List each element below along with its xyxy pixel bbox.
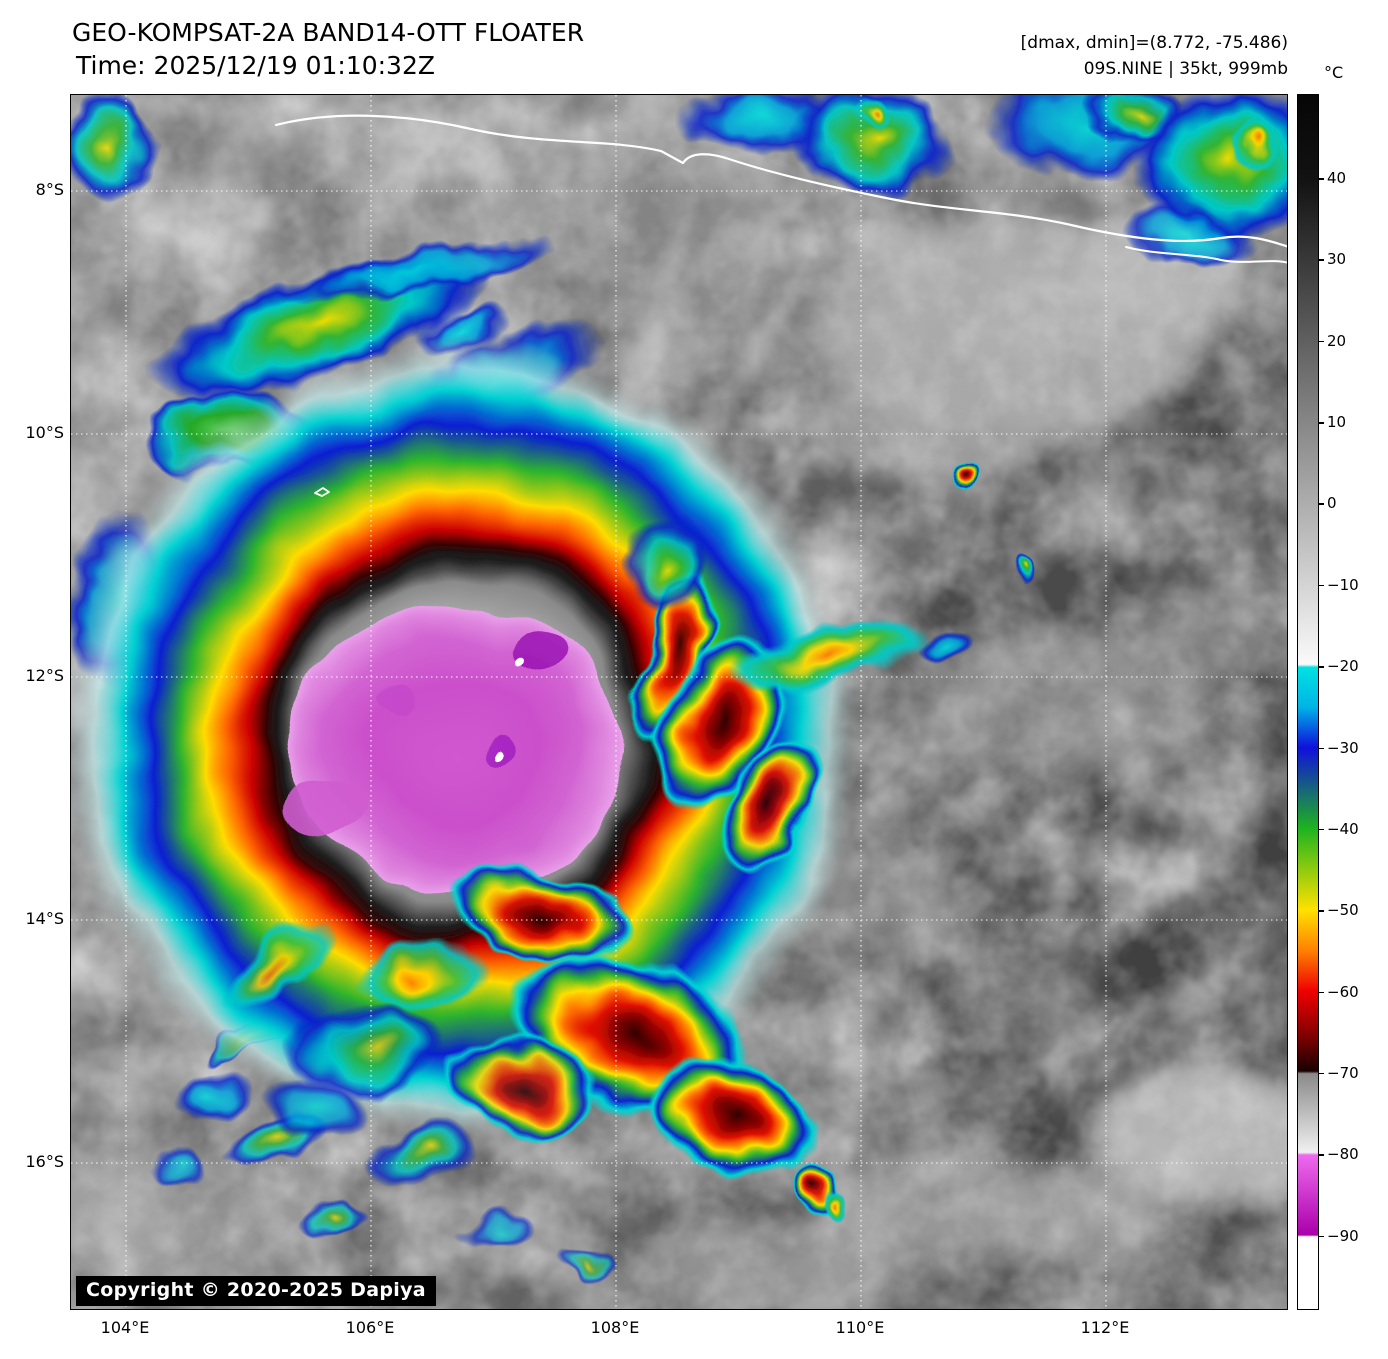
- satellite-image: [71, 95, 1287, 1309]
- colorbar-tick-mark: [1319, 1072, 1324, 1075]
- overshoot-marker: [514, 660, 522, 668]
- colorbar-tick-mark: [1319, 340, 1324, 343]
- longitude-tick-label: 108°E: [590, 1318, 640, 1337]
- colorbar-tick-mark: [1319, 178, 1324, 180]
- small-island: [314, 487, 330, 497]
- product-time: Time: 2025/12/19 01:10:32Z: [76, 51, 435, 80]
- colorbar-tick-mark: [1319, 666, 1324, 668]
- colorbar-tick-mark: [1319, 1235, 1324, 1238]
- latitude-tick-label: 14°S: [25, 909, 64, 928]
- colorbar-tick-label: 30: [1327, 250, 1347, 269]
- product-title: GEO-KOMPSAT-2A BAND14-OTT FLOATER: [72, 18, 585, 47]
- colorbar-tick-label: 20: [1327, 331, 1347, 350]
- colorbar-tick-label: −90: [1327, 1226, 1359, 1245]
- dmax-dmin-readout: [dmax, dmin]=(8.772, -75.486): [1020, 33, 1288, 53]
- storm-intensity-readout: 09S.NINE | 35kt, 999mb: [1083, 59, 1288, 79]
- graticule: [71, 95, 1287, 1309]
- colorbar-tick-label: −60: [1327, 982, 1359, 1001]
- colorbar-tick-mark: [1319, 910, 1324, 912]
- colorbar-tick-mark: [1319, 828, 1324, 831]
- colorbar-tick-label: 40: [1327, 169, 1347, 187]
- colorbar-tick-label: −40: [1327, 819, 1359, 838]
- copyright-badge: Copyright © 2020-2025 Dapiya: [76, 1276, 436, 1306]
- latitude-tick-label: 16°S: [25, 1152, 64, 1171]
- latitude-tick-label: 12°S: [25, 666, 64, 685]
- colorbar-tick-label: −70: [1327, 1063, 1359, 1082]
- colorbar-tick-mark: [1319, 259, 1324, 261]
- longitude-tick-label: 104°E: [100, 1318, 150, 1337]
- overshoot-marker: [495, 749, 503, 757]
- header-right: [dmax, dmin]=(8.772, -75.486) 09S.NINE |…: [1021, 30, 1288, 82]
- longitude-tick-label: 112°E: [1080, 1318, 1130, 1337]
- isolated-cold-speck: [946, 452, 976, 482]
- colorbar-unit-label: °C: [1324, 63, 1344, 82]
- coastline: [274, 114, 1287, 497]
- isolated-cold-speck: [1008, 567, 1030, 589]
- latitude-tick-label: 8°S: [35, 180, 64, 199]
- central-dense-overcast: [288, 608, 624, 892]
- colorbar-tick-mark: [1319, 991, 1324, 994]
- colorbar-tick-mark: [1319, 422, 1324, 424]
- satellite-map: [70, 94, 1288, 1310]
- colorbar-tick-mark: [1319, 584, 1324, 587]
- colorbar-tick-label: −20: [1327, 657, 1359, 676]
- colorbar-tick-label: −10: [1327, 575, 1359, 594]
- colorbar-tick-mark: [1319, 747, 1324, 750]
- colorbar-tick-mark: [1319, 1154, 1324, 1156]
- colorbar-tick-mark: [1319, 503, 1324, 505]
- cold-spot: [513, 635, 565, 675]
- temperature-colorbar: [1297, 94, 1319, 1310]
- colorbar-tick-label: −80: [1327, 1145, 1359, 1164]
- colorbar-tick-label: −50: [1327, 901, 1359, 920]
- colorbar-tick-label: −30: [1327, 738, 1359, 757]
- latitude-tick-label: 10°S: [25, 423, 64, 442]
- convective-bands: [220, 452, 1030, 1213]
- colorbar-tick-label: 10: [1327, 413, 1347, 432]
- colorbar-tick-label: 0: [1327, 494, 1337, 513]
- longitude-tick-label: 110°E: [835, 1318, 885, 1337]
- longitude-tick-label: 106°E: [345, 1318, 395, 1337]
